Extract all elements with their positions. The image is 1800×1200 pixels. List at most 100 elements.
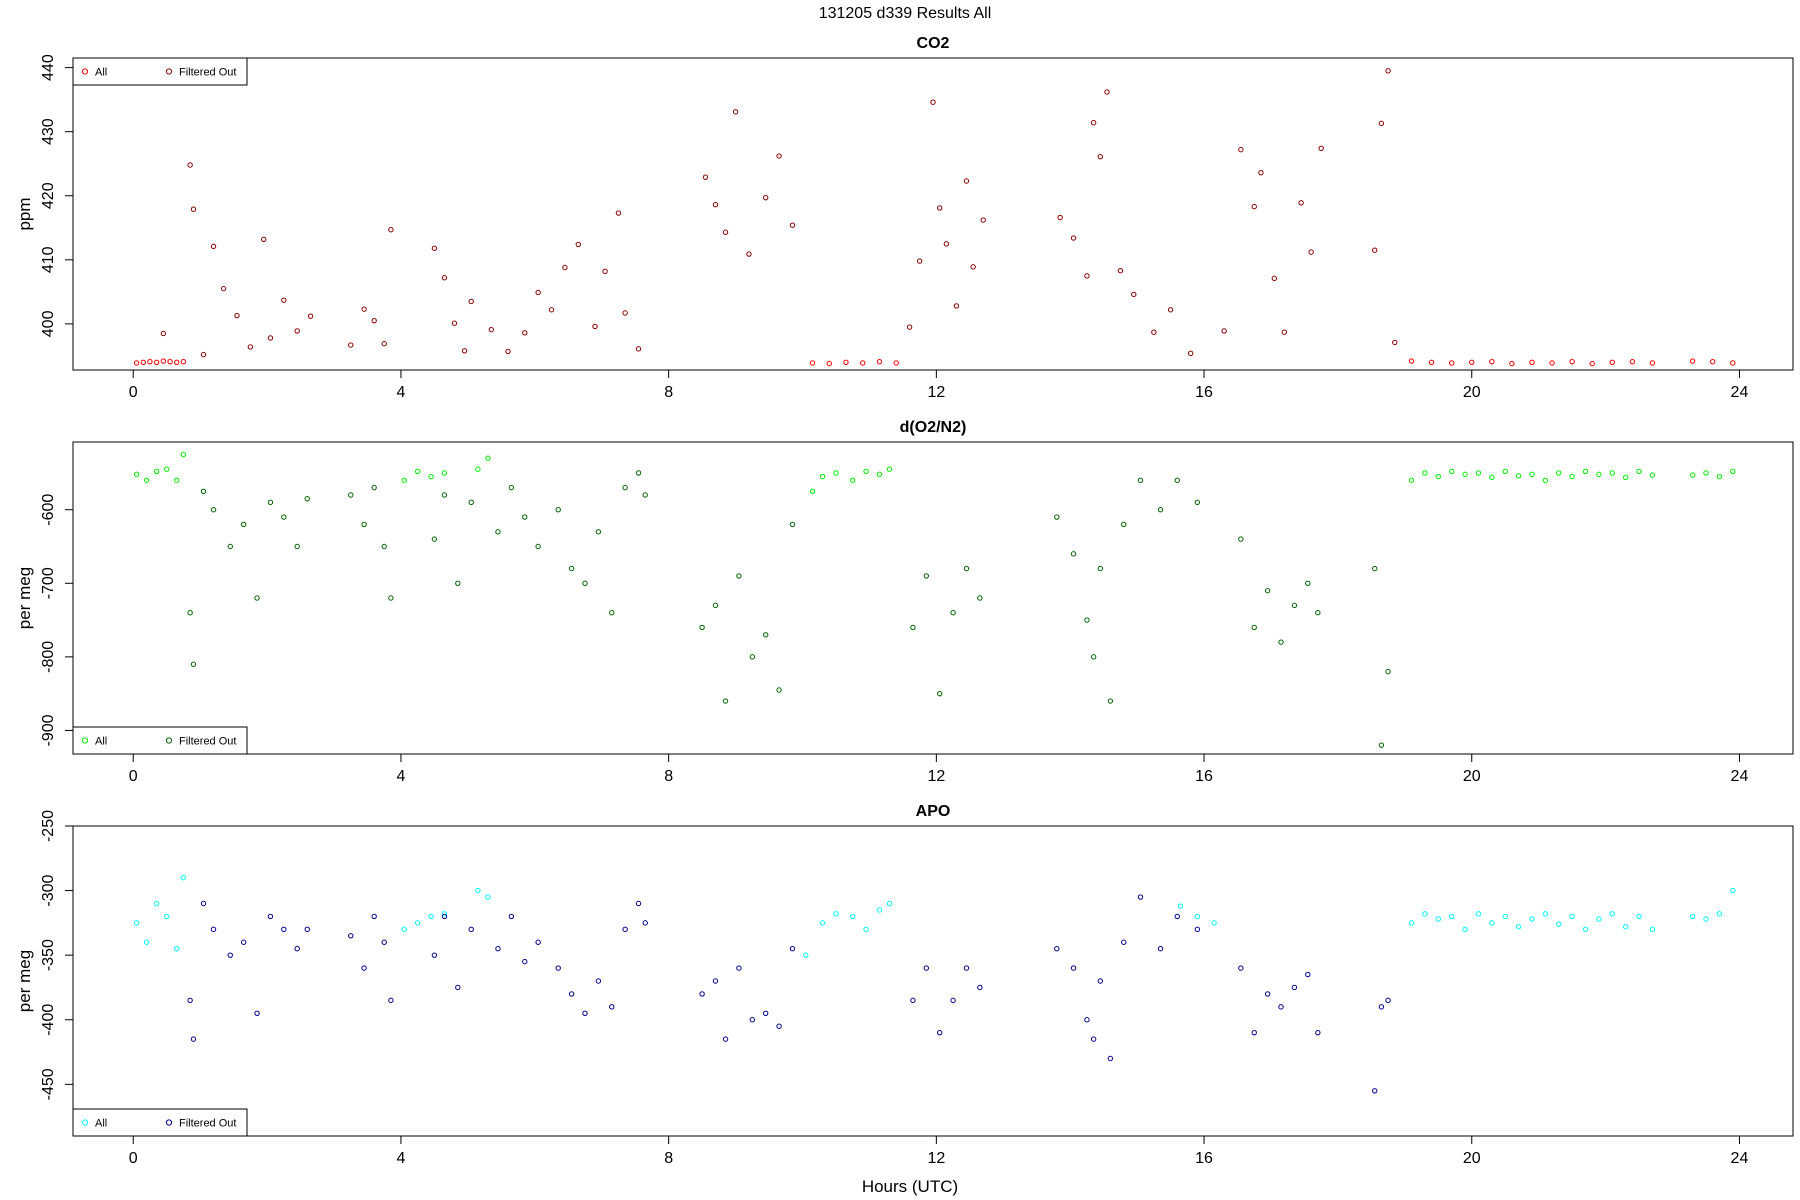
- data-point: [388, 595, 394, 601]
- data-point: [200, 900, 207, 907]
- data-point: [1194, 499, 1201, 506]
- data-point: [1097, 978, 1104, 984]
- data-point: [167, 358, 173, 365]
- data-point: [267, 335, 274, 341]
- x-tick-label: 20: [1463, 384, 1481, 401]
- data-point: [930, 99, 936, 105]
- data-point: [1649, 926, 1656, 933]
- data-point: [1529, 471, 1535, 478]
- x-tick-label: 20: [1463, 1150, 1481, 1167]
- plot-frame: [72, 441, 1794, 755]
- data-point: [615, 210, 622, 216]
- data-point: [776, 153, 782, 159]
- data-point: [1542, 911, 1549, 917]
- data-point: [475, 887, 481, 894]
- data-point: [1408, 477, 1415, 483]
- plot-frame: [72, 825, 1794, 1137]
- data-point: [304, 495, 310, 502]
- data-point: [414, 920, 421, 926]
- data-point: [622, 484, 628, 491]
- data-point: [174, 477, 180, 483]
- data-point: [461, 348, 468, 354]
- data-point: [174, 359, 180, 366]
- data-point: [1385, 68, 1391, 74]
- data-point: [849, 477, 856, 483]
- data-point: [1542, 477, 1549, 483]
- data-point: [1104, 89, 1110, 95]
- data-point: [548, 307, 555, 313]
- data-point: [210, 926, 217, 933]
- data-point: [1475, 911, 1482, 917]
- data-point: [762, 1010, 769, 1016]
- data-point: [635, 346, 642, 352]
- data-point: [414, 468, 421, 475]
- y-tick-label: 410: [40, 246, 57, 273]
- data-point: [1509, 360, 1515, 367]
- data-point: [535, 939, 541, 945]
- legend: All Filtered Out: [72, 726, 248, 755]
- data-point: [1084, 1017, 1090, 1023]
- panel-co2: CO2 0 4 8 12 16 20 24 400 410 420 430 440 ppm All Filte…: [15, 35, 1794, 401]
- x-tick-label: 8: [664, 768, 673, 785]
- data-point: [609, 1004, 615, 1010]
- data-point: [776, 1023, 782, 1029]
- data-point: [281, 297, 287, 303]
- data-point: [210, 243, 217, 250]
- data-point: [401, 477, 407, 483]
- data-point: [441, 911, 448, 917]
- y-tick-label: 440: [40, 54, 57, 81]
- data-point: [1709, 358, 1716, 365]
- data-point: [505, 348, 511, 355]
- legend-marker: [165, 1119, 173, 1126]
- data-point: [1194, 913, 1201, 920]
- data-point: [381, 543, 387, 550]
- data-point: [431, 952, 438, 958]
- data-point: [789, 521, 796, 528]
- data-point: [1462, 471, 1468, 478]
- x-tick-label: 24: [1731, 384, 1749, 401]
- data-point: [485, 455, 491, 461]
- data-point: [736, 573, 742, 579]
- data-point: [1569, 358, 1575, 365]
- data-point: [240, 939, 247, 945]
- data-point: [388, 226, 394, 233]
- data-point: [1422, 470, 1428, 476]
- data-point: [809, 360, 816, 366]
- x-tick-label: 12: [927, 768, 945, 785]
- data-point: [1689, 913, 1696, 920]
- data-point: [595, 978, 602, 984]
- data-point: [455, 580, 461, 586]
- panel-title: CO2: [917, 35, 950, 52]
- data-point: [1291, 984, 1298, 991]
- data-point: [1167, 307, 1174, 313]
- data-point: [348, 933, 354, 939]
- x-tick-label: 12: [927, 1150, 945, 1167]
- data-point: [1258, 169, 1264, 176]
- data-point: [468, 926, 474, 933]
- data-point: [936, 1029, 943, 1036]
- figure-title: 131205 d339 Results All: [819, 5, 992, 22]
- y-tick-label: -300: [40, 874, 57, 906]
- data-point: [1469, 359, 1475, 366]
- data-point: [187, 162, 193, 168]
- data-point: [1582, 926, 1589, 933]
- legend-marker: [165, 737, 173, 744]
- data-point: [936, 205, 943, 211]
- data-point: [147, 358, 153, 365]
- data-point: [508, 484, 515, 491]
- data-point: [240, 521, 247, 528]
- data-point: [923, 965, 930, 971]
- data-point: [1392, 339, 1398, 346]
- x-tick-label: 4: [396, 1150, 405, 1167]
- panel-d-o2-n2: d(O2/N2) 0 4 8 12 16 20 24 -600 -700 -800 -900 per m…: [15, 419, 1794, 785]
- data-point: [1238, 536, 1244, 542]
- data-point: [950, 997, 956, 1004]
- data-point: [1251, 203, 1257, 210]
- data-point: [762, 632, 769, 638]
- data-point: [609, 610, 615, 616]
- data-point: [495, 946, 501, 952]
- data-point: [1121, 521, 1127, 528]
- data-point: [977, 984, 983, 991]
- data-point: [361, 521, 367, 528]
- panel-apo: APO 0 4 8 12 16 20 24 -250 -300 -350 -400 -450 per me…: [15, 803, 1794, 1167]
